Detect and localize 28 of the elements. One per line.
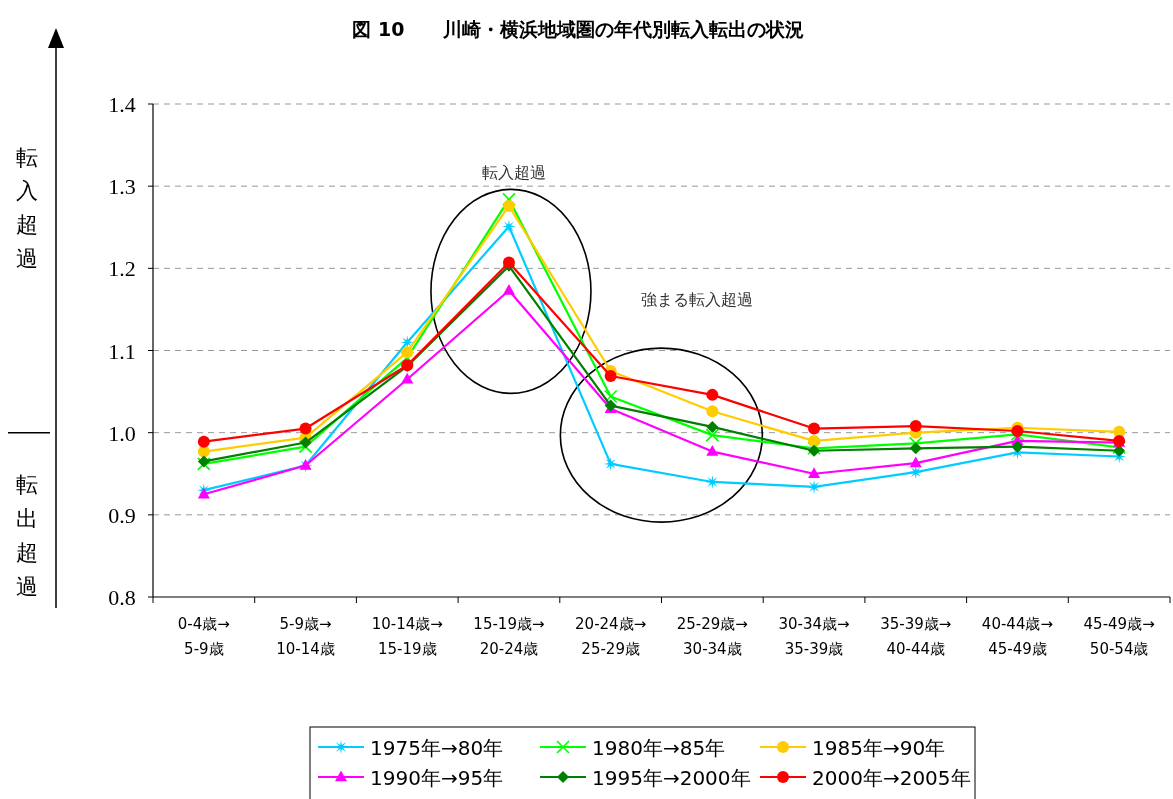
y-tick-label: 1.0 xyxy=(108,420,136,446)
legend-label: 1980年→85年 xyxy=(592,736,726,760)
y-tick-label: 1.1 xyxy=(108,338,136,364)
x-tick-label: 5-9歳→10-14歳 xyxy=(276,615,335,658)
x-tick-label: 30-34歳→35-39歳 xyxy=(778,615,850,658)
legend-label: 1990年→95年 xyxy=(370,766,504,790)
legend-label: 1985年→90年 xyxy=(812,736,946,760)
x-tick-label: 15-19歳→20-24歳 xyxy=(473,615,545,658)
x-tick-label: 20-24歳→25-29歳 xyxy=(575,615,647,658)
legend-label: 2000年→2005年 xyxy=(812,766,971,790)
x-tick-label: 10-14歳→15-19歳 xyxy=(371,615,443,658)
y-tick-label: 1.2 xyxy=(108,256,136,282)
x-tick-label: 0-4歳→5-9歳 xyxy=(177,615,230,658)
x-tick-label: 25-29歳→30-34歳 xyxy=(676,615,748,658)
x-tick-label: 45-49歳→50-54歳 xyxy=(1083,615,1155,658)
text: 転出超過 xyxy=(16,472,38,599)
y-tick-label: 1.4 xyxy=(108,92,136,117)
x-tick-label: 40-44歳→45-49歳 xyxy=(981,615,1054,658)
chart-title: 図 10 川崎・横浜地域圏の年代別転入転出の状況 xyxy=(352,18,804,40)
x-tick-label: 35-39歳→40-44歳 xyxy=(880,615,952,658)
legend-label: 1975年→80年 xyxy=(370,736,504,760)
y-tick-label: 0.8 xyxy=(108,585,136,610)
y-tick-label: 1.3 xyxy=(108,174,136,200)
y-tick-label: 0.9 xyxy=(108,502,136,528)
text: 転入超過 xyxy=(16,145,38,271)
annotation: 強まる転入超過 xyxy=(641,290,754,309)
legend-label: 1995年→2000年 xyxy=(592,766,751,790)
annotation: 転入超過 xyxy=(481,163,546,182)
